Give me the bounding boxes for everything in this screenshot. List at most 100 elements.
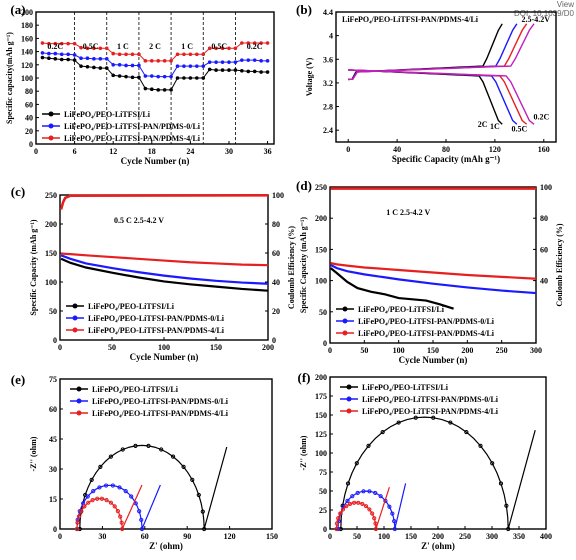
data-point: [156, 88, 161, 92]
x-tick-label: 30: [98, 532, 106, 541]
data-point: [66, 41, 70, 46]
plot-frame: [59, 378, 273, 530]
x-tick-label: 200: [432, 532, 444, 541]
panel-letter: (c): [11, 184, 25, 199]
data-point: [120, 526, 125, 532]
data-point: [59, 41, 64, 46]
data-point: [372, 516, 377, 521]
x-tick-label: 150: [405, 532, 417, 541]
panel-letter: (f): [298, 370, 311, 385]
data-point: [112, 504, 117, 509]
data-point: [259, 70, 263, 74]
legend-marker: [342, 318, 348, 324]
data-point: [334, 521, 340, 526]
data-point: [104, 57, 109, 61]
data-point: [130, 63, 135, 68]
data-point: [159, 447, 164, 452]
data-point: [156, 59, 161, 63]
legend-label: LiFePO₄/PEO-LiTFSI/Li: [358, 305, 445, 314]
rate-label: 0.5C: [511, 124, 527, 133]
data-point: [89, 477, 94, 482]
data-point: [91, 489, 96, 494]
data-point: [137, 75, 141, 80]
y-tick-label: 3.6: [323, 55, 333, 64]
series-line: [42, 52, 268, 78]
data-point: [220, 60, 225, 64]
data-point: [79, 509, 84, 514]
data-point: [130, 52, 135, 57]
y-tick-label: 0: [53, 525, 57, 534]
legend-marker: [72, 327, 78, 333]
data-point: [97, 485, 102, 490]
data-point: [47, 51, 51, 56]
data-point: [366, 443, 371, 448]
x-tick-label: 100: [378, 532, 390, 541]
plot-frame: [335, 11, 557, 143]
data-point: [201, 52, 206, 57]
data-point: [380, 429, 385, 435]
data-point: [162, 88, 167, 92]
data-point: [207, 60, 212, 64]
doi-corner-text: View DOI: 10.1039/D0: [514, 0, 574, 18]
panel-letter: (e): [11, 372, 25, 387]
data-point: [156, 74, 161, 79]
legend-label: LiFePO₄/PEO-LiTFSI-PAN/PDMS-0/Li: [92, 397, 229, 406]
data-point: [95, 496, 100, 501]
data-point: [79, 45, 83, 50]
y2-tick-label: 20: [272, 307, 280, 316]
data-point: [431, 415, 436, 420]
panel-letter: (d): [296, 178, 312, 193]
y-tick-label: 160: [21, 34, 33, 43]
y-tick-label: 2.8: [323, 103, 333, 112]
x-tick-label: 0: [346, 145, 350, 154]
x-tick-label: 50: [360, 346, 368, 355]
data-point: [367, 489, 372, 494]
x-tick-label: 24: [186, 147, 194, 156]
data-point: [118, 514, 123, 519]
data-point: [143, 59, 148, 63]
legend-label: LiFePO₄/PEO-LiTFSI-PAN/PDMS-0/Li: [362, 395, 499, 404]
series-line: [329, 267, 454, 310]
data-point: [103, 483, 109, 488]
data-point: [98, 66, 103, 70]
data-point: [396, 420, 401, 425]
data-point: [149, 59, 154, 63]
data-point: [188, 76, 193, 80]
y-axis-label: Voltage (V): [305, 57, 314, 96]
panel-letter: (a): [10, 2, 25, 17]
rate-label: 1 C: [117, 42, 129, 51]
y-tick-label: 50: [319, 487, 327, 496]
data-point: [195, 64, 199, 68]
x-tick-label: 150: [266, 532, 278, 541]
data-point: [59, 52, 64, 57]
data-point: [338, 526, 343, 532]
data-point: [252, 69, 257, 74]
panel-e: [59, 378, 273, 532]
series-line: [330, 262, 537, 280]
y-tick-label: 80: [25, 87, 33, 96]
nyquist-curve: [335, 487, 390, 530]
y2-tick-label: 80: [272, 220, 280, 229]
data-point: [356, 500, 361, 505]
data-point: [85, 56, 90, 60]
data-point: [392, 526, 397, 532]
data-point: [233, 68, 238, 72]
data-point: [85, 64, 90, 69]
y-tick-label: 2.4: [323, 126, 333, 135]
x-tick-label: 0: [328, 346, 332, 355]
data-point: [108, 454, 113, 459]
data-point: [85, 494, 90, 499]
y-tick-label: 0: [53, 336, 57, 345]
data-point: [202, 526, 207, 532]
legend-marker: [72, 315, 78, 321]
legend-marker: [48, 111, 54, 117]
data-point: [448, 420, 453, 425]
data-point: [182, 76, 186, 80]
data-point: [104, 46, 109, 51]
x-tick-label: 250: [459, 532, 471, 541]
legend-marker: [76, 386, 82, 392]
data-point: [86, 500, 91, 505]
series-line: [60, 257, 269, 292]
x-tick-label: 120: [224, 532, 236, 541]
legend-marker: [76, 410, 82, 416]
